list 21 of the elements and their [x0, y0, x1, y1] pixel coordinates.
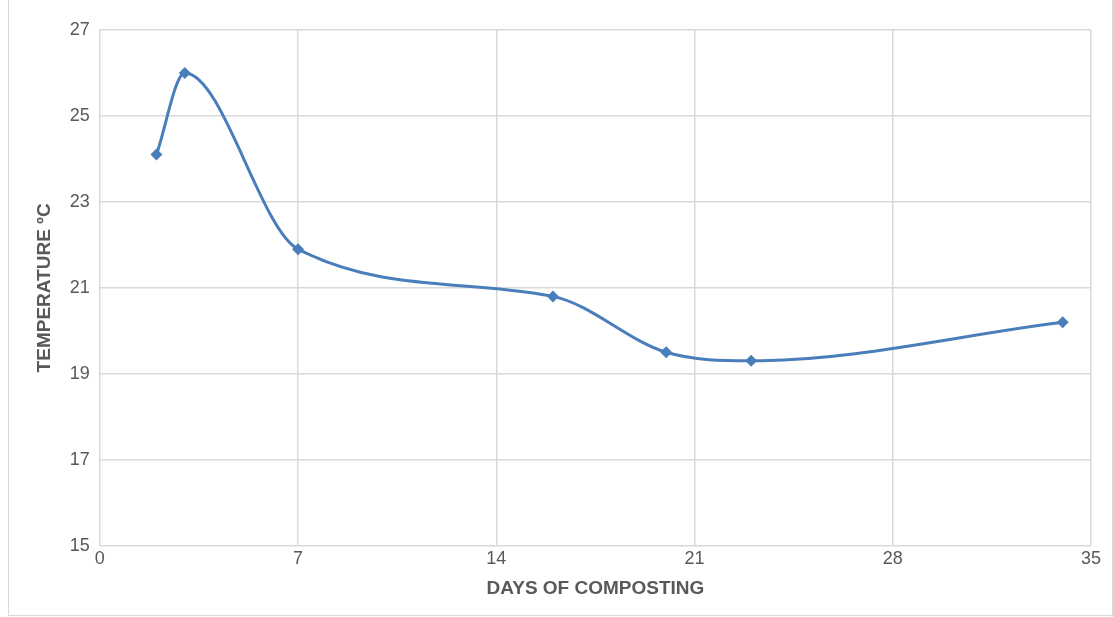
- x-axis-title: DAYS OF COMPOSTING: [486, 576, 705, 598]
- x-tick-label: 0: [94, 548, 105, 569]
- y-axis-title: TEMPERATURE ºC: [32, 202, 54, 373]
- point: [660, 346, 673, 359]
- y-tick-label: 27: [69, 18, 90, 39]
- x-tick-label: 21: [684, 548, 705, 569]
- x-tick-label: 7: [293, 548, 304, 569]
- y-tick-label: 19: [69, 362, 90, 383]
- point: [1056, 316, 1069, 329]
- x-tick-label: 35: [1080, 548, 1102, 569]
- y-tick-label: 23: [69, 190, 90, 211]
- y-tick-label: 17: [69, 448, 90, 469]
- x-tick-label: 28: [882, 548, 903, 569]
- point: [178, 66, 191, 79]
- y-tick-label: 15: [69, 534, 90, 555]
- y-tick-label: 21: [69, 276, 90, 297]
- x-tick-label: 14: [486, 548, 507, 569]
- point: [150, 148, 163, 161]
- point: [546, 290, 559, 303]
- y-tick-label: 25: [69, 104, 90, 125]
- point: [292, 243, 305, 256]
